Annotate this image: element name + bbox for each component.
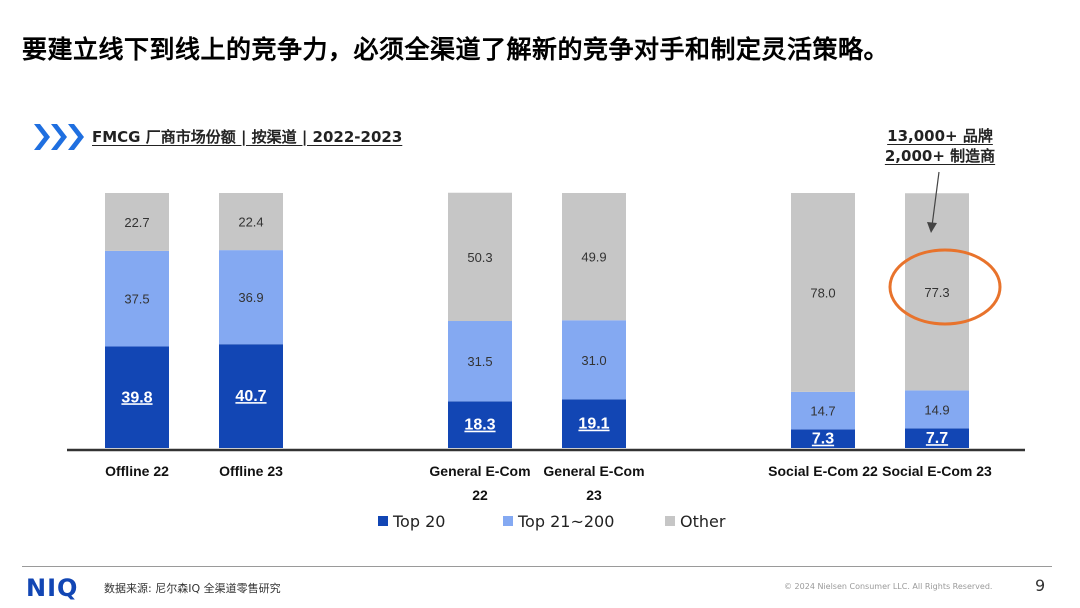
x-tick-label-1-0: Offline 23 bbox=[219, 463, 283, 479]
callout-arrow-head bbox=[927, 222, 937, 233]
x-axis-labels: Offline 22 Offline 23 General E-Com 22 Gener… bbox=[105, 463, 992, 503]
data-label-top21-200-3: 31.0 bbox=[581, 353, 606, 368]
chart-title: FMCG 厂商市场份额 | 按渠道 | 2022-2023 bbox=[92, 128, 403, 146]
legend-label-other: Other bbox=[680, 512, 726, 531]
x-tick-label-0-0: Offline 22 bbox=[105, 463, 169, 479]
callout-arrow-line bbox=[931, 171, 940, 227]
data-label-top20-4: 7.3 bbox=[812, 431, 834, 448]
legend-item-other: Other bbox=[665, 512, 725, 531]
bar-segment-other-4 bbox=[791, 193, 855, 392]
niq-logo: NIQ bbox=[26, 574, 79, 602]
x-tick-label-5-0: Social E-Com 23 bbox=[882, 463, 992, 479]
x-tick-label-2-1: 22 bbox=[472, 487, 488, 503]
legend-item-top21-200: Top 21~200 bbox=[503, 512, 614, 531]
bar-segment-top20-5 bbox=[905, 428, 969, 448]
bar-segment-top20-4 bbox=[791, 429, 855, 448]
data-label-top21-200-0: 37.5 bbox=[124, 292, 149, 307]
bar-segment-other-0 bbox=[105, 193, 169, 251]
data-label-top20-3: 19.1 bbox=[578, 416, 609, 433]
legend-item-top20: Top 20 bbox=[378, 512, 445, 531]
data-label-top21-200-5: 14.9 bbox=[924, 402, 949, 417]
callout-manufacturers: 2,000+ 制造商 bbox=[884, 147, 996, 165]
triple-chevron-icon bbox=[34, 124, 84, 150]
bar-segment-other-5 bbox=[905, 193, 969, 391]
data-label-top20-0: 39.8 bbox=[121, 389, 152, 406]
data-label-top21-200-1: 36.9 bbox=[238, 290, 263, 305]
legend-swatch-top20 bbox=[378, 516, 388, 526]
page-headline: 要建立线下到线上的竞争力，必须全渠道了解新的竞争对手和制定灵活策略。 bbox=[22, 35, 890, 64]
bar-segment-top20-0 bbox=[105, 346, 169, 448]
data-label-other-5: 77.3 bbox=[924, 285, 949, 300]
data-label-top20-1: 40.7 bbox=[235, 388, 266, 405]
data-label-top21-200-4: 14.7 bbox=[810, 404, 835, 419]
bar-segment-top21-200-0 bbox=[105, 250, 169, 347]
legend-swatch-top21-200 bbox=[503, 516, 513, 526]
data-label-top20-2: 18.3 bbox=[464, 417, 495, 434]
data-label-other-0: 22.7 bbox=[124, 215, 149, 230]
data-label-other-3: 49.9 bbox=[581, 250, 606, 265]
bar-segment-other-1 bbox=[219, 193, 283, 251]
bar-segment-top20-1 bbox=[219, 344, 283, 448]
data-label-other-1: 22.4 bbox=[238, 215, 263, 230]
bar-segment-top21-200-2 bbox=[448, 321, 512, 402]
bar-segment-top21-200-4 bbox=[791, 391, 855, 430]
data-label-top20-5: 7.7 bbox=[926, 430, 948, 447]
legend-label-top20: Top 20 bbox=[393, 512, 446, 531]
bar-segment-top20-3 bbox=[562, 399, 626, 448]
legend-swatch-other bbox=[665, 516, 675, 526]
data-label-other-4: 78.0 bbox=[810, 285, 835, 300]
bars-group: 39.8 37.5 22.7 40.7 36.9 22.4 18.3 31.5 50.3 19.1… bbox=[105, 192, 969, 448]
highlight-circle bbox=[888, 248, 1002, 326]
x-tick-label-2-0: General E-Com bbox=[429, 463, 530, 479]
callout-brands: 13,000+ 品牌 bbox=[887, 127, 993, 145]
copyright-note: © 2024 Nielsen Consumer LLC. All Rights … bbox=[784, 582, 993, 591]
data-label-other-2: 50.3 bbox=[467, 250, 492, 265]
legend-label-top21-200: Top 21~200 bbox=[518, 512, 615, 531]
footer-divider bbox=[22, 566, 1052, 567]
data-source-note: 数据来源: 尼尔森IQ 全渠道零售研究 bbox=[104, 582, 281, 595]
bar-segment-top21-200-3 bbox=[562, 320, 626, 400]
bar-segment-top20-2 bbox=[448, 401, 512, 448]
data-label-top21-200-2: 31.5 bbox=[467, 354, 492, 369]
bar-segment-top21-200-1 bbox=[219, 250, 283, 345]
page-number: 9 bbox=[1035, 576, 1046, 595]
bar-segment-top21-200-5 bbox=[905, 390, 969, 429]
bar-segment-other-2 bbox=[448, 192, 512, 322]
callout-annotation: 13,000+ 品牌 2,000+ 制造商 bbox=[860, 126, 1020, 166]
x-tick-label-4-0: Social E-Com 22 bbox=[768, 463, 878, 479]
x-tick-label-3-0: General E-Com bbox=[543, 463, 644, 479]
bar-segment-other-3 bbox=[562, 193, 626, 321]
x-tick-label-3-1: 23 bbox=[586, 487, 602, 503]
